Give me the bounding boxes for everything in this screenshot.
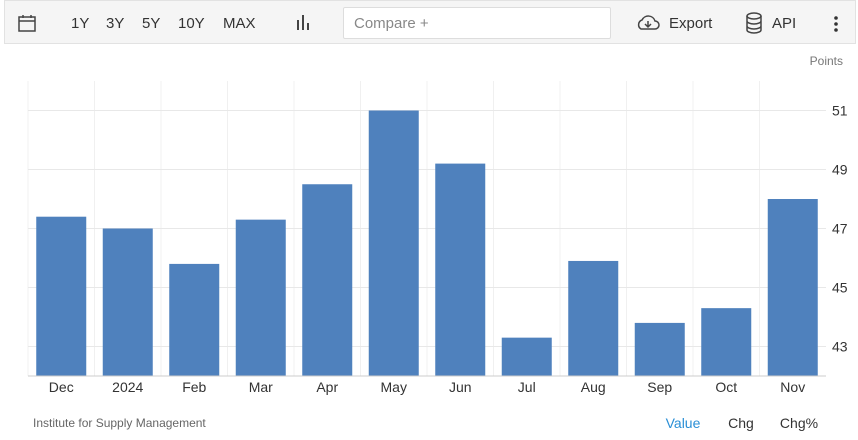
bar — [368, 110, 419, 376]
view-tab[interactable]: Chg% — [780, 415, 818, 431]
y-axis-label: Points — [810, 54, 843, 68]
range-button[interactable]: MAX — [223, 15, 256, 32]
x-tick-label: Oct — [715, 379, 737, 395]
calendar-icon[interactable] — [17, 13, 37, 33]
y-tick-label: 45 — [832, 280, 848, 296]
export-button[interactable]: Export — [669, 15, 713, 32]
x-tick-label: Sep — [647, 379, 672, 395]
bar — [302, 184, 353, 376]
x-tick-label: May — [381, 379, 407, 395]
y-tick-label: 51 — [832, 103, 848, 119]
toolbar: 1Y 3Y 5Y 10Y MAX Compare + Export API — [4, 0, 856, 44]
view-tab[interactable]: Value — [666, 415, 701, 431]
x-tick-label: Aug — [581, 379, 606, 395]
bar — [501, 337, 552, 376]
range-button[interactable]: 1Y — [71, 15, 90, 32]
x-tick-label: Jun — [449, 379, 472, 395]
bar — [169, 263, 220, 376]
chart-type-icon[interactable] — [295, 14, 311, 32]
bar — [235, 219, 286, 376]
view-tab[interactable]: Chg — [728, 415, 754, 431]
y-tick-label: 43 — [832, 339, 848, 355]
bar — [701, 308, 752, 376]
y-tick-label: 49 — [832, 162, 848, 178]
x-tick-label: Nov — [780, 379, 805, 395]
api-button[interactable]: API — [772, 15, 797, 32]
x-tick-label: Jul — [518, 379, 536, 395]
x-tick-label: Mar — [249, 379, 273, 395]
compare-input[interactable]: Compare + — [343, 7, 611, 39]
range-button[interactable]: 5Y — [142, 15, 161, 32]
range-button[interactable]: 3Y — [106, 15, 125, 32]
source: Institute for Supply Management — [33, 416, 206, 430]
menu-icon[interactable] — [833, 15, 839, 33]
x-tick-label: Dec — [49, 379, 74, 395]
bar — [568, 260, 619, 376]
export-icon[interactable] — [635, 13, 661, 33]
y-tick-label: 47 — [832, 221, 848, 237]
bar — [767, 199, 818, 376]
range-button[interactable]: 10Y — [178, 15, 205, 32]
x-tick-label: 2024 — [112, 379, 143, 395]
x-tick-label: Feb — [182, 379, 206, 395]
bar — [634, 322, 685, 376]
bar — [36, 216, 87, 376]
bar — [435, 163, 486, 376]
x-tick-label: Apr — [316, 379, 338, 395]
api-icon[interactable] — [745, 12, 763, 34]
bar — [102, 228, 153, 376]
